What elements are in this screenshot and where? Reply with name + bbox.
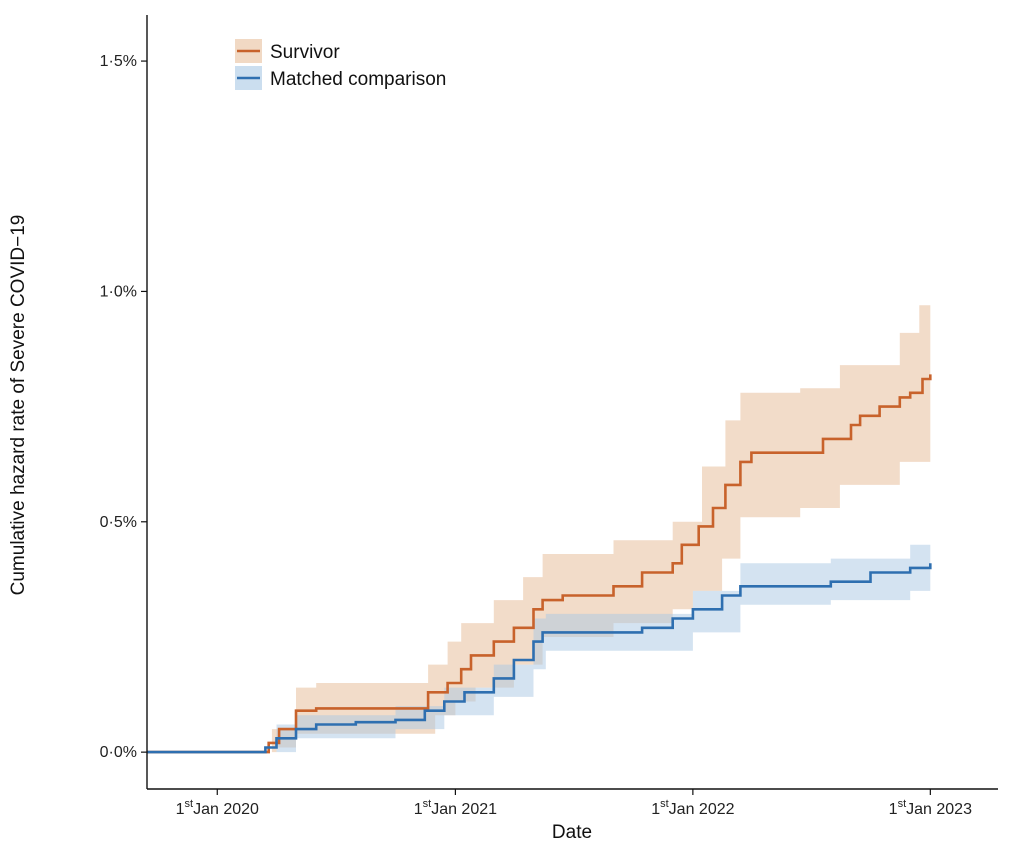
y-tick-label: 0·0%	[100, 744, 137, 761]
legend: Survivor Matched comparison	[235, 39, 446, 90]
y-tick-label: 0·5%	[100, 514, 137, 531]
y-tick-label: 1·0%	[100, 283, 137, 300]
survivor-line	[147, 374, 932, 754]
plot-area	[147, 305, 932, 754]
y-tick-label: 1·5%	[100, 53, 137, 70]
matched-comparison-confidence-band	[147, 540, 931, 753]
x-tick-label: 1stJan 2022	[651, 798, 734, 818]
survivor-legend-label: Survivor	[270, 42, 340, 63]
axes: 0·0% 0·5% 1·0% 1·5% 1stJan 2020 1stJan 2021 1s…	[100, 15, 998, 818]
x-tick-label: 1stJan 2021	[414, 798, 497, 818]
x-axis-title: Date	[552, 822, 592, 843]
y-axis-title: Cumulative hazard rate of Severe COVID−1…	[8, 215, 29, 596]
x-tick-label: 1stJan 2023	[889, 798, 972, 818]
survivor-confidence-band	[147, 305, 931, 753]
matched-comparison-line	[147, 563, 932, 754]
x-tick-label: 1stJan 2020	[176, 798, 259, 818]
matched-comparison-legend-label: Matched comparison	[270, 69, 446, 90]
